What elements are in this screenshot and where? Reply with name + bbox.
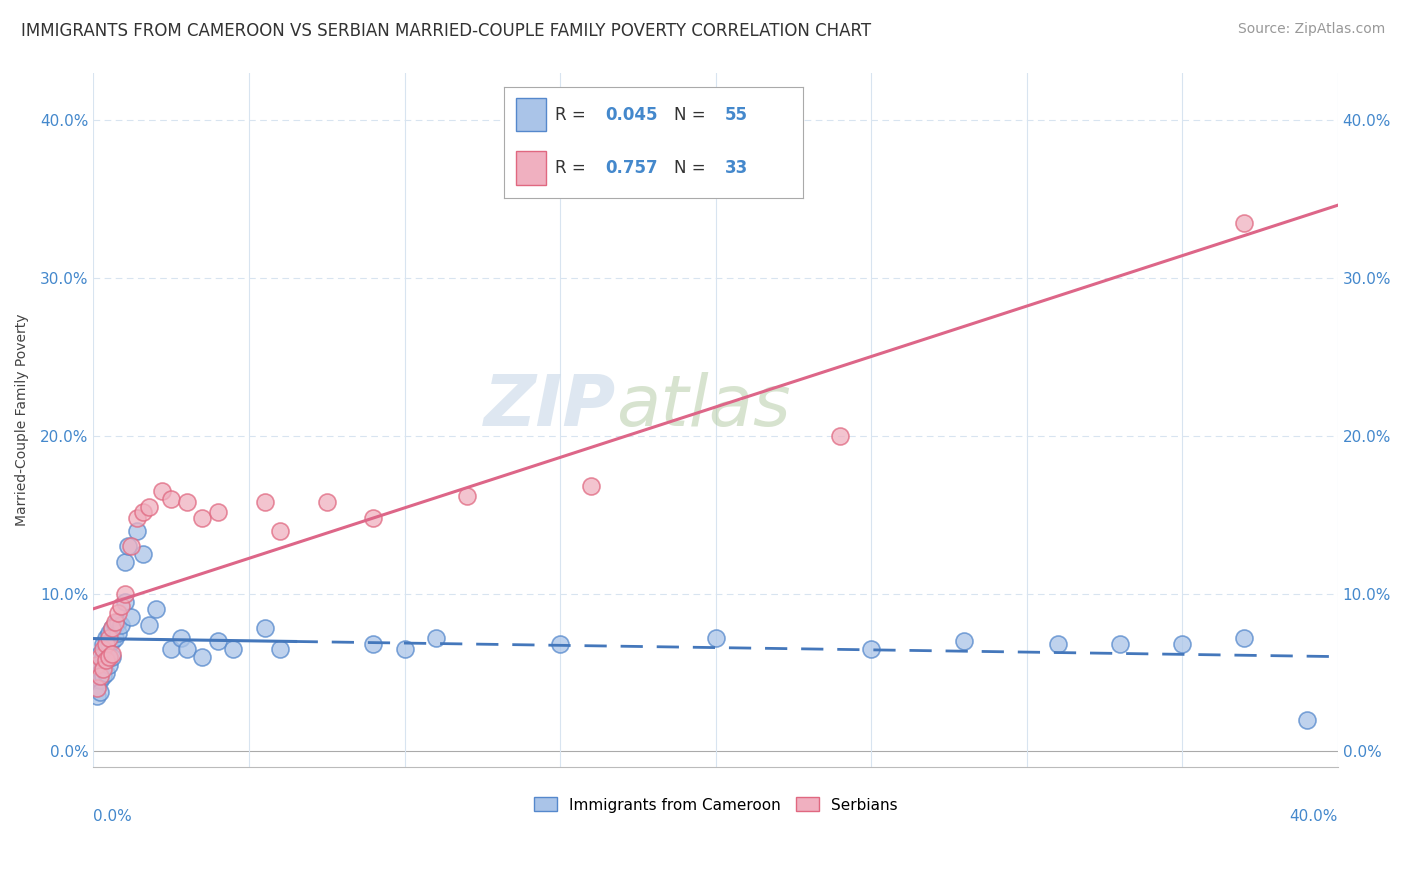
Point	[1046, 637, 1069, 651]
Point	[107, 615, 129, 629]
Point	[1233, 631, 1256, 645]
Point	[704, 631, 727, 645]
Point	[160, 641, 183, 656]
Point	[98, 626, 121, 640]
Point	[191, 511, 214, 525]
Point	[101, 621, 124, 635]
Point	[860, 641, 883, 656]
Point	[94, 637, 117, 651]
Point	[86, 657, 108, 672]
Point	[98, 637, 121, 651]
Point	[91, 662, 114, 676]
Point	[222, 641, 245, 656]
Point	[394, 641, 416, 656]
Y-axis label: Married-Couple Family Poverty: Married-Couple Family Poverty	[15, 314, 30, 526]
Point	[207, 505, 229, 519]
Point	[150, 484, 173, 499]
Point	[104, 618, 127, 632]
Point	[89, 673, 111, 688]
Point	[425, 631, 447, 645]
Point	[132, 505, 155, 519]
Text: IMMIGRANTS FROM CAMEROON VS SERBIAN MARRIED-COUPLE FAMILY POVERTY CORRELATION CH: IMMIGRANTS FROM CAMEROON VS SERBIAN MARR…	[21, 22, 872, 40]
Point	[253, 495, 276, 509]
Point	[138, 618, 160, 632]
Point	[269, 524, 291, 538]
Point	[98, 657, 121, 672]
Point	[86, 690, 108, 704]
Point	[89, 684, 111, 698]
Point	[91, 649, 114, 664]
Point	[91, 637, 114, 651]
Point	[94, 631, 117, 645]
Point	[91, 641, 114, 656]
Point	[110, 618, 132, 632]
Point	[86, 657, 108, 672]
Point	[160, 491, 183, 506]
Point	[125, 511, 148, 525]
Point	[98, 631, 121, 645]
Point	[89, 665, 111, 680]
Point	[145, 602, 167, 616]
Point	[828, 429, 851, 443]
Point	[114, 587, 136, 601]
Point	[101, 634, 124, 648]
Point	[120, 540, 142, 554]
Point	[104, 631, 127, 645]
Point	[363, 511, 385, 525]
Point	[1295, 713, 1317, 727]
Point	[94, 653, 117, 667]
Text: 0.0%: 0.0%	[93, 809, 132, 824]
Point	[315, 495, 337, 509]
Point	[101, 649, 124, 664]
Point	[456, 489, 478, 503]
Point	[1109, 637, 1132, 651]
Point	[953, 634, 976, 648]
Point	[86, 681, 108, 696]
Point	[117, 540, 139, 554]
Point	[94, 665, 117, 680]
Point	[104, 615, 127, 629]
Point	[91, 657, 114, 672]
Point	[89, 669, 111, 683]
Text: atlas: atlas	[616, 372, 790, 441]
Point	[548, 637, 571, 651]
Point	[138, 500, 160, 514]
Point	[101, 621, 124, 635]
Text: ZIP: ZIP	[484, 372, 616, 441]
Point	[176, 495, 198, 509]
Point	[191, 649, 214, 664]
Point	[107, 626, 129, 640]
Point	[110, 599, 132, 614]
Point	[1233, 216, 1256, 230]
Point	[125, 524, 148, 538]
Point	[253, 621, 276, 635]
Point	[1171, 637, 1194, 651]
Point	[363, 637, 385, 651]
Point	[114, 555, 136, 569]
Legend: Immigrants from Cameroon, Serbians: Immigrants from Cameroon, Serbians	[527, 791, 904, 819]
Point	[98, 649, 121, 664]
Text: Source: ZipAtlas.com: Source: ZipAtlas.com	[1237, 22, 1385, 37]
Point	[114, 594, 136, 608]
Point	[107, 606, 129, 620]
Text: 40.0%: 40.0%	[1289, 809, 1337, 824]
Point	[269, 641, 291, 656]
Point	[132, 547, 155, 561]
Point	[98, 649, 121, 664]
Point	[176, 641, 198, 656]
Point	[169, 631, 191, 645]
Point	[94, 653, 117, 667]
Point	[89, 649, 111, 664]
Point	[207, 634, 229, 648]
Point	[120, 610, 142, 624]
Point	[579, 479, 602, 493]
Point	[91, 669, 114, 683]
Point	[86, 681, 108, 696]
Point	[89, 647, 111, 661]
Point	[94, 641, 117, 656]
Point	[101, 647, 124, 661]
